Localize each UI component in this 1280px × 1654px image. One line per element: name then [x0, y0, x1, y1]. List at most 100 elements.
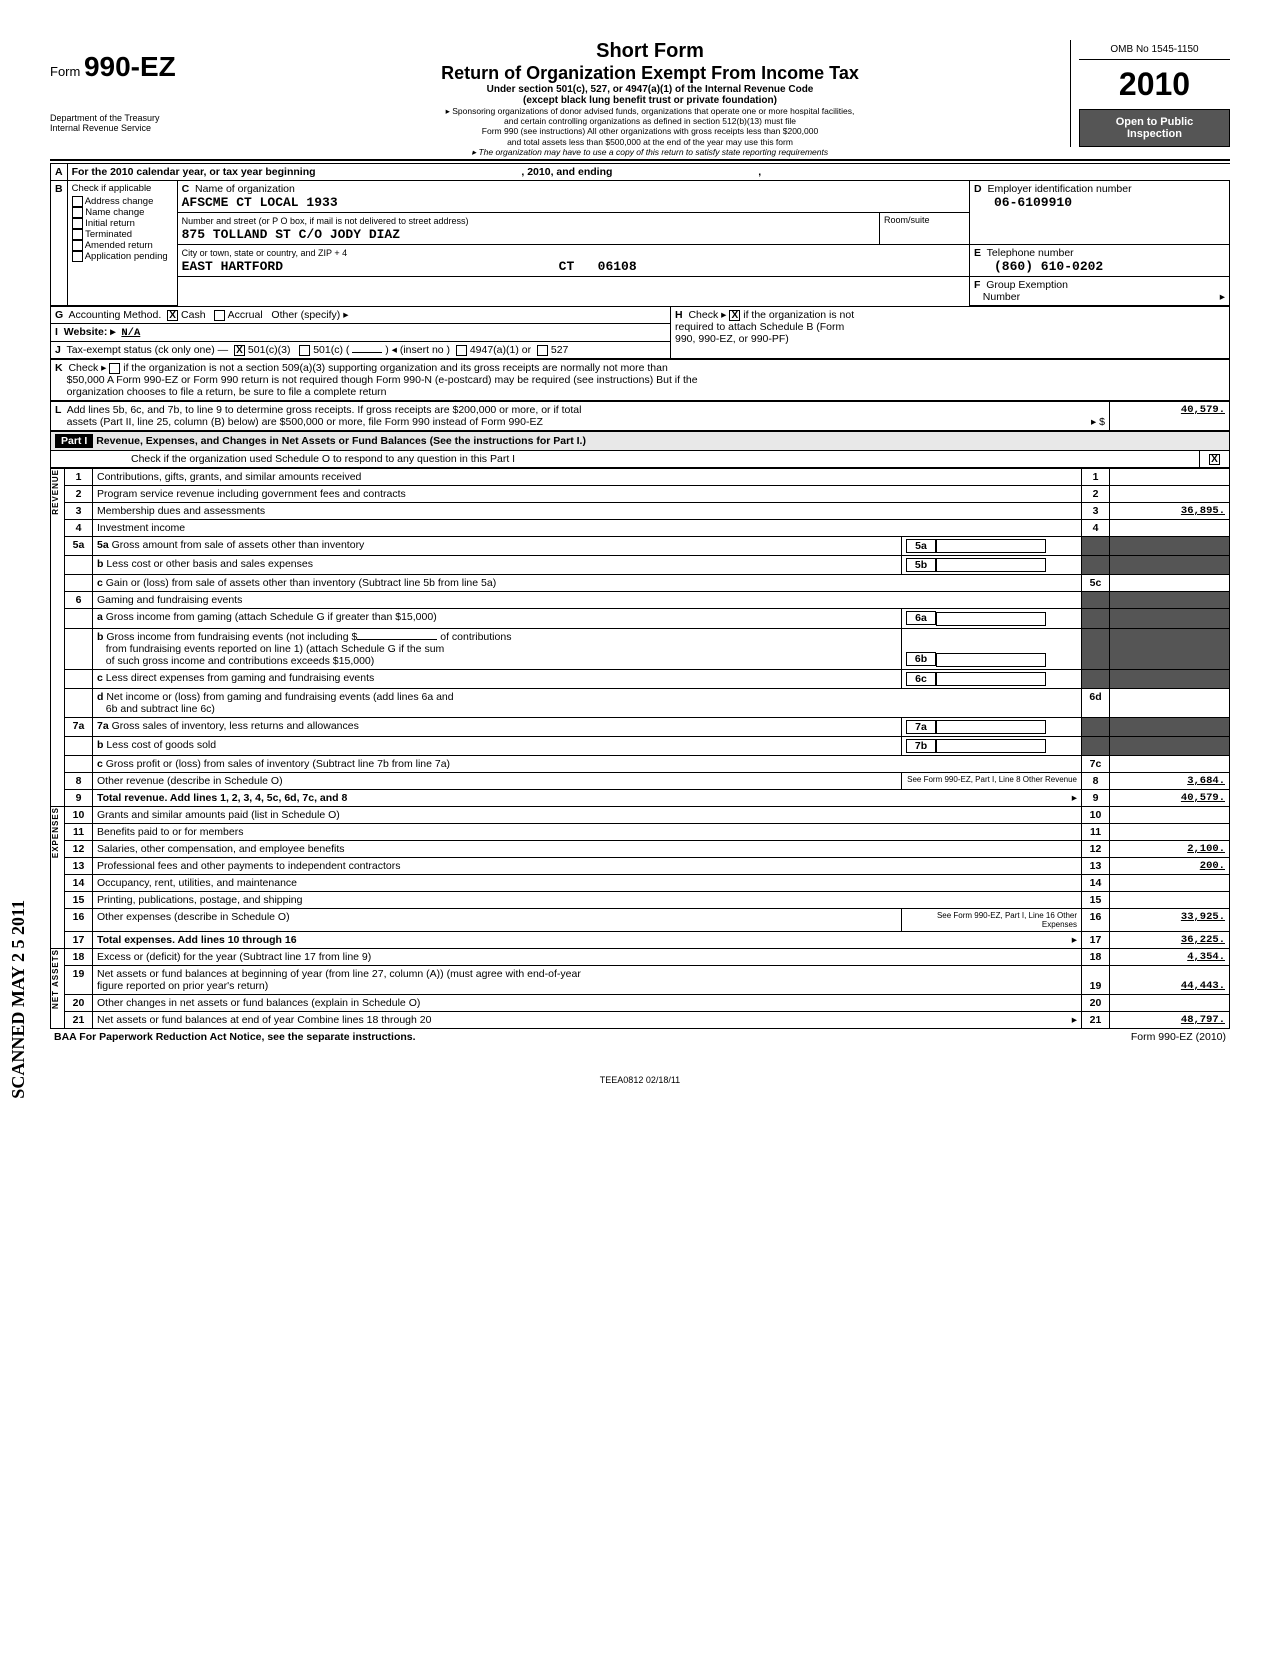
line-c-text: Name of organization	[195, 183, 295, 195]
val-20	[1110, 995, 1230, 1012]
line-b-text: Check if applicable	[72, 183, 173, 194]
entity-info-block: A For the 2010 calendar year, or tax yea…	[50, 163, 1230, 306]
ck-amended[interactable]	[72, 240, 83, 251]
arrow-icon: ▸	[1220, 291, 1225, 303]
ck-527[interactable]	[537, 345, 548, 356]
line-8: Other revenue (describe in Schedule O)	[93, 773, 902, 790]
line-k-text: Check ▸	[68, 362, 106, 374]
line-8-note: See Form 990-EZ, Part I, Line 8 Other Re…	[902, 773, 1082, 790]
accrual-label: Accrual	[228, 309, 263, 321]
other-label: Other (specify) ▸	[271, 309, 348, 321]
val-8: 3,684.	[1110, 773, 1230, 790]
ck-sched-b[interactable]: X	[729, 310, 740, 321]
line-6d: d Net income or (loss) from gaming and f…	[93, 688, 1082, 717]
fine-4: and total assets less than $500,000 at t…	[230, 137, 1070, 147]
line-3: Membership dues and assessments	[93, 502, 1082, 519]
val-14	[1110, 875, 1230, 892]
line-7a: 7a Gross sales of inventory, less return…	[93, 717, 902, 736]
val-3: 36,895.	[1110, 502, 1230, 519]
line-h-text2: if the organization is not	[743, 309, 854, 321]
line-g-text: Accounting Method.	[68, 309, 161, 321]
footer-baa: BAA For Paperwork Reduction Act Notice, …	[54, 1031, 416, 1043]
ck-name-change[interactable]	[72, 207, 83, 218]
line-7b: b Less cost of goods sold	[93, 737, 902, 756]
line-d-text: Employer identification number	[987, 183, 1131, 195]
opt-terminated: Terminated	[85, 229, 132, 240]
zip: 06108	[598, 259, 637, 274]
ck-terminated[interactable]	[72, 229, 83, 240]
ck-app-pending[interactable]	[72, 251, 83, 262]
val-5c	[1110, 575, 1230, 592]
j-501c: 501(c) (	[313, 344, 349, 356]
line-e-text: Telephone number	[987, 247, 1074, 259]
telephone: (860) 610-0202	[974, 259, 1103, 274]
line-l-text2: assets (Part II, line 25, column (B) bel…	[67, 416, 543, 428]
val-13: 200.	[1110, 858, 1230, 875]
label-a: A	[51, 163, 68, 180]
line-17: Total expenses. Add lines 10 through 16 …	[93, 932, 1082, 949]
subtitle-1: Under section 501(c), 527, or 4947(a)(1)…	[230, 84, 1070, 95]
label-l: L	[55, 404, 61, 416]
line-16: Other expenses (describe in Schedule O)	[93, 909, 902, 932]
val-15	[1110, 892, 1230, 909]
val-7c	[1110, 756, 1230, 773]
val-9: 40,579.	[1110, 790, 1230, 807]
form-prefix: Form	[50, 64, 80, 79]
label-e: E	[974, 247, 981, 259]
opt-initial-return: Initial return	[85, 218, 135, 229]
line-l-arrow: ▸ $	[1070, 401, 1110, 430]
line-i-text: Website: ▸	[64, 326, 116, 338]
ck-accrual[interactable]	[214, 310, 225, 321]
val-21: 48,797.	[1110, 1012, 1230, 1029]
ck-address-change[interactable]	[72, 196, 83, 207]
subtitle-2: (except black lung benefit trust or priv…	[230, 95, 1070, 106]
short-form-label: Short Form	[230, 40, 1070, 63]
j-insert: ) ◂ (insert no )	[385, 344, 450, 356]
line-6c: c Less direct expenses from gaming and f…	[93, 669, 902, 688]
city-label: City or town, state or country, and ZIP …	[182, 248, 348, 258]
street-address: 875 TOLLAND ST C/O JODY DIAZ	[182, 227, 400, 242]
line-7c: c Gross profit or (loss) from sales of i…	[93, 756, 1082, 773]
ck-schedule-o[interactable]: X	[1209, 454, 1220, 465]
val-10	[1110, 807, 1230, 824]
line-6a: a Gross income from gaming (attach Sched…	[93, 609, 902, 628]
room-suite-label: Room/suite	[880, 212, 970, 244]
ck-501c[interactable]	[299, 345, 310, 356]
label-d: D	[974, 183, 982, 195]
footer-code: TEEA0812 02/18/11	[50, 1075, 1230, 1085]
label-k: K	[55, 362, 63, 374]
ck-501c3[interactable]: X	[234, 345, 245, 356]
line-h-text3: required to attach Schedule B (Form	[675, 321, 844, 333]
website: N/A	[121, 327, 140, 339]
line-9: Total revenue. Add lines 1, 2, 3, 4, 5c,…	[93, 790, 1082, 807]
open-public-1: Open to Public	[1082, 116, 1227, 128]
addr-label: Number and street (or P O box, if mail i…	[182, 216, 469, 226]
line-f-text2: Number	[983, 291, 1020, 303]
line-12: Salaries, other compensation, and employ…	[93, 841, 1082, 858]
line-1: Contributions, gifts, grants, and simila…	[93, 468, 1082, 485]
line-13: Professional fees and other payments to …	[93, 858, 1082, 875]
ck-line-k[interactable]	[109, 363, 120, 374]
line-k-text2: if the organization is not a section 509…	[123, 362, 668, 374]
footer-form: Form 990-EZ (2010)	[1131, 1031, 1226, 1043]
line-6b: b Gross income from fundraising events (…	[93, 628, 902, 669]
ck-cash[interactable]: X	[167, 310, 178, 321]
cash-label: Cash	[181, 309, 206, 321]
expenses-vlabel: EXPENSES	[51, 807, 60, 858]
val-1	[1110, 468, 1230, 485]
ck-4947[interactable]	[456, 345, 467, 356]
part1-lines: REVENUE 1Contributions, gifts, grants, a…	[50, 468, 1230, 1029]
label-j: J	[55, 344, 61, 356]
line-2: Program service revenue including govern…	[93, 485, 1082, 502]
line-a-text1: For the 2010 calendar year, or tax year …	[72, 166, 316, 178]
line-20: Other changes in net assets or fund bala…	[93, 995, 1082, 1012]
j-501c3: 501(c)(3)	[248, 344, 291, 356]
ck-initial-return[interactable]	[72, 218, 83, 229]
val-12: 2,100.	[1110, 841, 1230, 858]
val-16: 33,925.	[1110, 909, 1230, 932]
part1-note: (See the instructions for Part I.)	[430, 435, 586, 447]
part1-label: Part I	[55, 434, 93, 448]
part1-check-text: Check if the organization used Schedule …	[131, 453, 515, 465]
dept-irs: Internal Revenue Service	[50, 123, 230, 133]
val-18: 4,354.	[1110, 949, 1230, 966]
